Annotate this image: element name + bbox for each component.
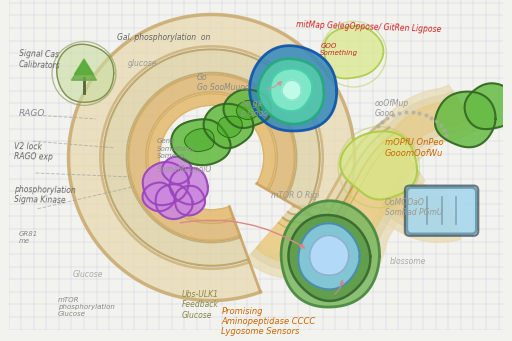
Polygon shape [129,74,295,241]
Polygon shape [69,15,355,300]
Polygon shape [171,119,230,165]
Text: oo ga
o Gooo: oo ga o Gooo [241,99,268,118]
Polygon shape [223,89,271,128]
Polygon shape [374,85,477,175]
Polygon shape [298,223,359,290]
FancyArrowPatch shape [267,81,282,89]
Text: Gal. phosphorylation  on: Gal. phosphorylation on [117,33,211,42]
Text: Ubs-ULK1
Feedback
Glucose: Ubs-ULK1 Feedback Glucose [182,290,219,320]
Polygon shape [282,80,301,100]
Text: ooOfMup
Gooo: ooOfMup Gooo [375,99,409,118]
Polygon shape [156,184,193,219]
Polygon shape [368,169,461,242]
Text: GR81
me: GR81 me [18,231,38,244]
Text: mTOR
phosphorylation
Glucose: mTOR phosphorylation Glucose [58,297,115,317]
Text: mOPfU OnPeo
GooomOofWu: mOPfU OnPeo GooomOofWu [385,138,443,158]
Text: mitMap GelegOppose/ GitRen Ligpose: mitMap GelegOppose/ GitRen Ligpose [295,20,441,34]
Polygon shape [261,139,412,266]
Polygon shape [256,134,416,273]
Polygon shape [380,97,470,162]
Polygon shape [142,182,175,211]
Polygon shape [377,91,473,168]
Polygon shape [288,215,370,301]
Text: OoMOOaO
SomRad PGmU: OoMOOaO SomRad PGmU [385,198,442,217]
Text: Go
Go SooMuuoo: Go Go SooMuuoo [197,73,249,92]
Text: GOO
Something: GOO Something [321,43,358,56]
Polygon shape [249,46,337,131]
Text: SomeMuuoolO: SomeMuuoolO [157,165,212,174]
Polygon shape [464,83,512,129]
Polygon shape [143,162,188,205]
Polygon shape [340,131,417,199]
Polygon shape [74,59,94,74]
Text: Promising
Aminopeptidase CCCC
Lygosome Sensors: Promising Aminopeptidase CCCC Lygosome S… [221,307,315,336]
Polygon shape [324,26,383,78]
Text: mTOR O Rigi: mTOR O Rigi [271,191,319,200]
Text: phosphorylation
Sigma Kinase: phosphorylation Sigma Kinase [13,184,76,205]
Polygon shape [169,168,208,205]
Polygon shape [281,201,379,307]
Polygon shape [218,116,242,137]
FancyArrowPatch shape [180,220,305,248]
Polygon shape [373,175,459,235]
Polygon shape [57,44,114,102]
Polygon shape [258,59,324,124]
Polygon shape [435,92,496,147]
Polygon shape [175,186,205,216]
Polygon shape [270,69,312,111]
Polygon shape [185,129,214,152]
Polygon shape [310,235,349,275]
Text: Signal Cas
Calibrators: Signal Cas Calibrators [18,49,61,70]
Polygon shape [71,61,97,80]
Polygon shape [377,180,457,228]
Polygon shape [148,94,275,221]
Polygon shape [204,104,253,148]
FancyBboxPatch shape [407,188,476,234]
Text: blossome: blossome [390,257,426,266]
Polygon shape [103,49,320,266]
Text: RAGO: RAGO [18,109,45,118]
FancyArrowPatch shape [335,280,344,294]
Polygon shape [251,128,420,281]
Polygon shape [246,121,425,289]
Text: Gene
Something
Someco: Gene Something Someco [157,138,195,159]
Polygon shape [237,100,261,119]
Polygon shape [129,74,295,241]
Text: Glucose: Glucose [73,270,103,279]
Text: glucose: glucose [127,59,157,68]
Text: V2 lock
RAGO exp: V2 lock RAGO exp [13,142,53,162]
Polygon shape [162,157,191,184]
